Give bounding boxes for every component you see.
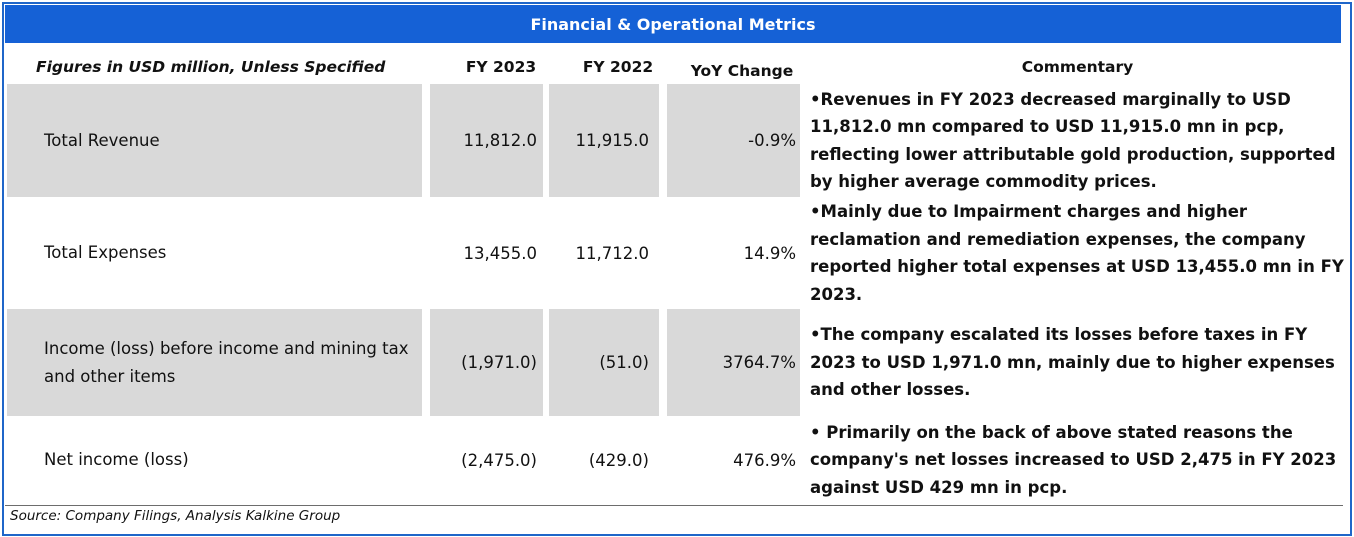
- cell-yoy-total-revenue: -0.9%: [667, 84, 800, 197]
- cell-fy2023-income-before-tax: (1,971.0): [430, 309, 543, 416]
- header-figures-label: Figures in USD million, Unless Specified: [36, 58, 386, 76]
- row-label-total-revenue: Total Revenue: [7, 84, 422, 197]
- commentary-net-income: • Primarily on the back of above stated …: [810, 422, 1337, 497]
- commentary-income-before-tax: •The company escalated its losses before…: [810, 325, 1335, 400]
- cell-fy2023-total-expenses: 13,455.0: [463, 243, 537, 263]
- cell-yoy-net-income: 476.9%: [733, 450, 796, 470]
- cell-fy2022-total-expenses: 11,712.0: [575, 243, 649, 263]
- cell-fy2022-total-revenue: 11,915.0: [549, 84, 659, 197]
- cell-fy2022-net-income: (429.0): [588, 450, 649, 470]
- row-label-income-before-tax: Income (loss) before income and mining t…: [7, 309, 422, 416]
- cell-fy2023-total-revenue: 11,812.0: [430, 84, 543, 197]
- row-label-total-expenses: Total Expenses: [44, 243, 167, 262]
- cell-yoy-total-expenses: 14.9%: [743, 243, 796, 263]
- cell-yoy-income-before-tax: 3764.7%: [667, 309, 800, 416]
- header-commentary: Commentary: [1021, 58, 1134, 76]
- commentary-total-revenue: •Revenues in FY 2023 decreased marginall…: [810, 89, 1336, 192]
- row-label-net-income: Net income (loss): [44, 450, 189, 469]
- header-yoy-change: YoY Change: [690, 62, 794, 80]
- source-divider: [5, 505, 1343, 506]
- table-title: Financial & Operational Metrics: [5, 5, 1341, 43]
- source-note: Source: Company Filings, Analysis Kalkin…: [10, 508, 341, 524]
- header-fy2023: FY 2023: [465, 58, 537, 76]
- cell-fy2022-income-before-tax: (51.0): [549, 309, 659, 416]
- cell-fy2023-net-income: (2,475.0): [461, 450, 537, 470]
- header-fy2022: FY 2022: [582, 58, 654, 76]
- commentary-total-expenses: •Mainly due to Impairment charges and hi…: [810, 202, 1344, 304]
